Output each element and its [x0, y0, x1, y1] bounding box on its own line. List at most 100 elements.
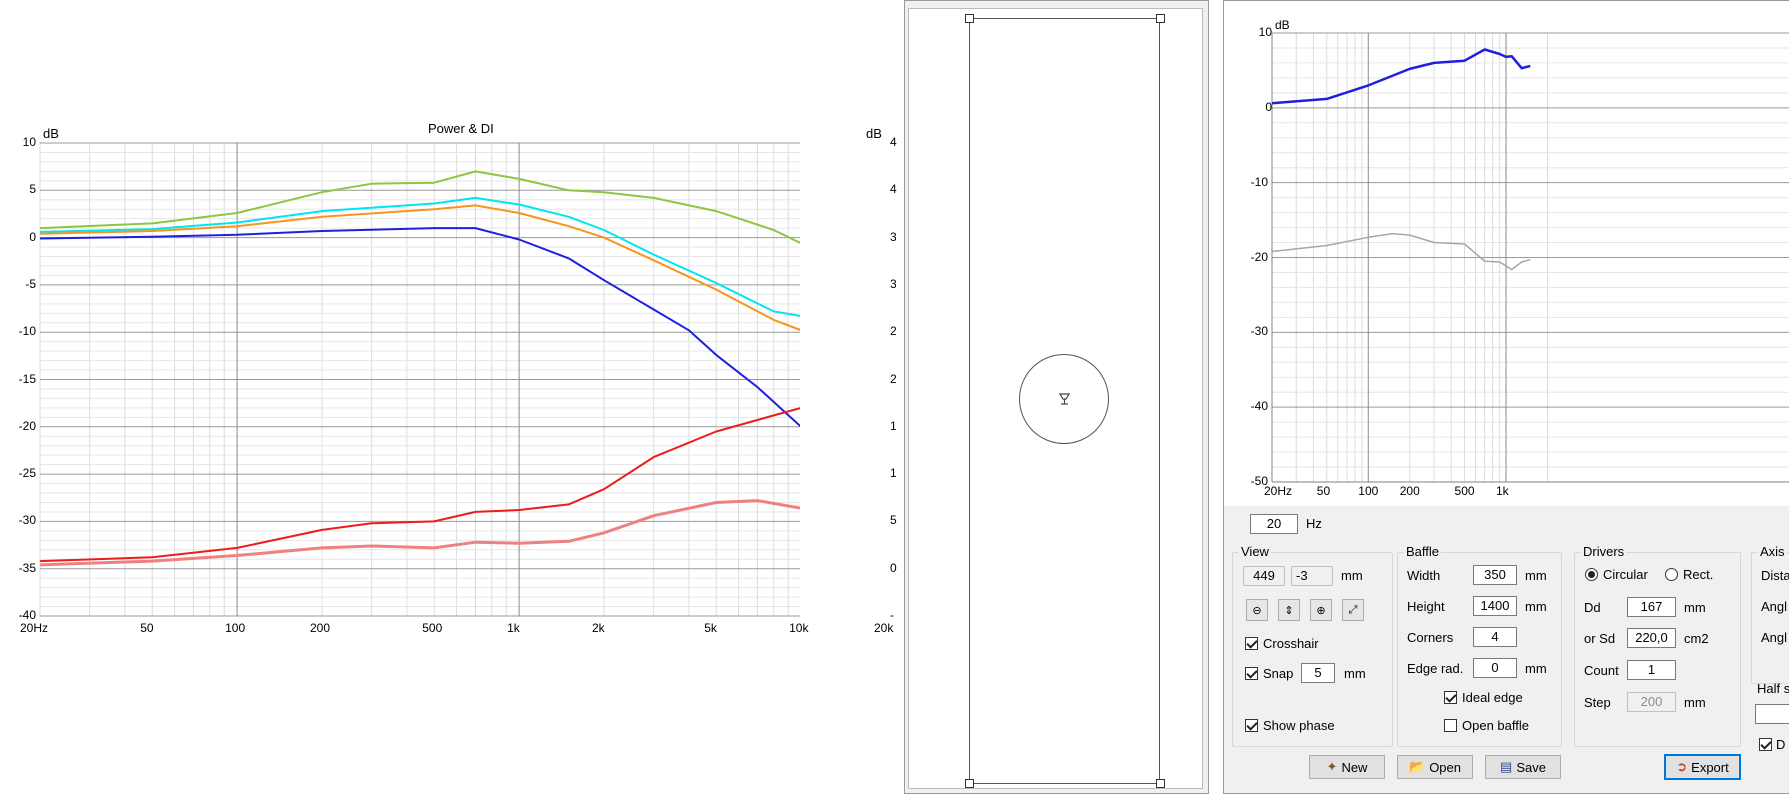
height-label: Height [1407, 599, 1445, 614]
snap-checkbox[interactable] [1245, 667, 1258, 680]
frequency-input[interactable]: 20 [1250, 514, 1298, 534]
curve-4 [39, 407, 800, 563]
view-x-field: 449 [1243, 566, 1285, 586]
sd-input[interactable]: 220,0 [1627, 628, 1676, 648]
new-button-label: New [1341, 759, 1368, 775]
view-group-title: View [1239, 544, 1271, 559]
left-chart-unit-right: dB [866, 126, 882, 141]
baffle-corner-handle[interactable] [1156, 14, 1165, 23]
y-tick-label: -30 [18, 513, 36, 528]
crosshair-checkbox[interactable] [1245, 637, 1258, 650]
show-phase-label: Show phase [1263, 718, 1335, 733]
y-right-tick-label: 3 [890, 229, 897, 244]
folder-icon: 📂 [1409, 759, 1426, 774]
y-right-tick-label: 1 [890, 418, 897, 433]
baffle-corner-handle[interactable] [1156, 779, 1165, 788]
baffle-outline[interactable] [969, 18, 1160, 784]
baffle-corner-handle[interactable] [965, 779, 974, 788]
ideal-edge-label: Ideal edge [1462, 690, 1523, 705]
x-tick-label: 20Hz [20, 621, 49, 635]
y-right-tick-label: 5 [890, 513, 897, 528]
open-button-label: Open [1429, 759, 1461, 775]
response-curve [1271, 48, 1531, 105]
y-tick-label: -20 [1250, 249, 1268, 264]
x-tick-label: 10k [789, 621, 809, 635]
driver-circle[interactable] [1019, 354, 1109, 444]
save-button[interactable]: ▤ Save [1485, 755, 1561, 779]
x-tick-label: 50 [140, 621, 154, 635]
edge-radius-unit: mm [1525, 661, 1547, 676]
distance-label: Dista [1761, 568, 1789, 583]
open-button[interactable]: 📂 Open [1397, 755, 1473, 779]
secondary-curve [1271, 232, 1531, 271]
d-checkbox[interactable] [1759, 738, 1772, 751]
y-tick-label: -20 [18, 418, 36, 433]
y-tick-label: -15 [18, 371, 36, 386]
y-tick-label: -25 [18, 466, 36, 481]
edge-radius-input[interactable]: 0 [1473, 658, 1517, 678]
ideal-edge-checkbox[interactable] [1444, 691, 1457, 704]
show-phase-checkbox[interactable] [1245, 719, 1258, 732]
d-label: D [1776, 737, 1786, 752]
height-input[interactable]: 1400 [1473, 596, 1517, 616]
export-button-label: Export [1691, 759, 1729, 775]
open-baffle-checkbox[interactable] [1444, 719, 1457, 732]
open-baffle-label: Open baffle [1462, 718, 1529, 733]
y-tick-label: -40 [1250, 399, 1268, 414]
drivers-group-title: Drivers [1581, 544, 1627, 559]
width-unit: mm [1525, 568, 1547, 583]
export-button[interactable]: ➲ Export [1664, 754, 1741, 780]
count-label: Count [1584, 663, 1619, 678]
y-right-tick-label: 2 [890, 324, 897, 339]
rect-radio[interactable] [1665, 568, 1678, 581]
floppy-icon: ▤ [1500, 759, 1513, 774]
height-unit: mm [1525, 599, 1547, 614]
y-right-tick-label: 2 [890, 371, 897, 386]
half-space-input[interactable] [1755, 704, 1789, 724]
x-tick-label: 1k [1496, 484, 1509, 498]
save-button-label: Save [1516, 759, 1546, 775]
x-tick-label: 500 [1454, 484, 1475, 498]
baffle-corner-handle[interactable] [965, 14, 974, 23]
step-input: 200 [1627, 692, 1676, 712]
y-tick-label: -35 [18, 560, 36, 575]
curve-1 [39, 196, 800, 317]
circular-radio[interactable] [1585, 568, 1598, 581]
x-tick-label: 2k [592, 621, 605, 635]
y-tick-label: -10 [18, 324, 36, 339]
axis-group: Axis Dista Angl Angl [1751, 544, 1789, 684]
dd-label: Dd [1584, 600, 1601, 615]
x-tick-label: 20Hz [1264, 484, 1293, 498]
speaker-icon [1058, 393, 1071, 405]
view-group: View 449 -3 mm ⊖ ⇕ ⊕ ⤢ Crosshair Snap 5 … [1232, 544, 1393, 747]
edge-radius-label: Edge rad. [1407, 661, 1464, 676]
y-tick-label: -40 [18, 608, 36, 622]
x-tick-label: 100 [1358, 484, 1379, 498]
curve-0 [39, 170, 800, 244]
zoom-in-icon[interactable]: ⊕ [1310, 599, 1332, 621]
width-input[interactable]: 350 [1473, 565, 1517, 585]
zoom-out-icon[interactable]: ⊖ [1246, 599, 1268, 621]
power-di-chart [39, 142, 800, 617]
half-space-label: Half s [1757, 681, 1789, 696]
snap-input[interactable]: 5 [1301, 663, 1335, 683]
snap-label: Snap [1263, 666, 1294, 681]
y-right-tick-label: 3 [890, 276, 897, 291]
y-tick-label: 5 [29, 182, 36, 197]
simulator-window: dB 10 0 -10 -20 -30 -40 -50 20Hz 50 100 200 500 1k … [1223, 0, 1789, 794]
x-tick-label: 500 [422, 621, 443, 635]
x-tick-label: 200 [310, 621, 331, 635]
y-tick-label: -10 [1250, 174, 1268, 189]
new-button[interactable]: ✦ New [1309, 755, 1385, 779]
count-input[interactable]: 1 [1627, 660, 1676, 680]
dd-input[interactable]: 167 [1627, 597, 1676, 617]
fit-all-icon[interactable]: ⤢ [1342, 599, 1364, 621]
corners-input[interactable]: 4 [1473, 627, 1517, 647]
y-tick-label: -5 [25, 276, 36, 291]
zoom-vertical-icon[interactable]: ⇕ [1278, 599, 1300, 621]
y-tick-label: 10 [22, 135, 36, 149]
baffle-canvas[interactable] [908, 8, 1203, 789]
y-tick-label: -30 [1250, 324, 1268, 339]
baffle-group: Baffle Width 350 mm Height 1400 mm Corne… [1397, 544, 1562, 747]
x-tick-label: 1k [507, 621, 520, 635]
